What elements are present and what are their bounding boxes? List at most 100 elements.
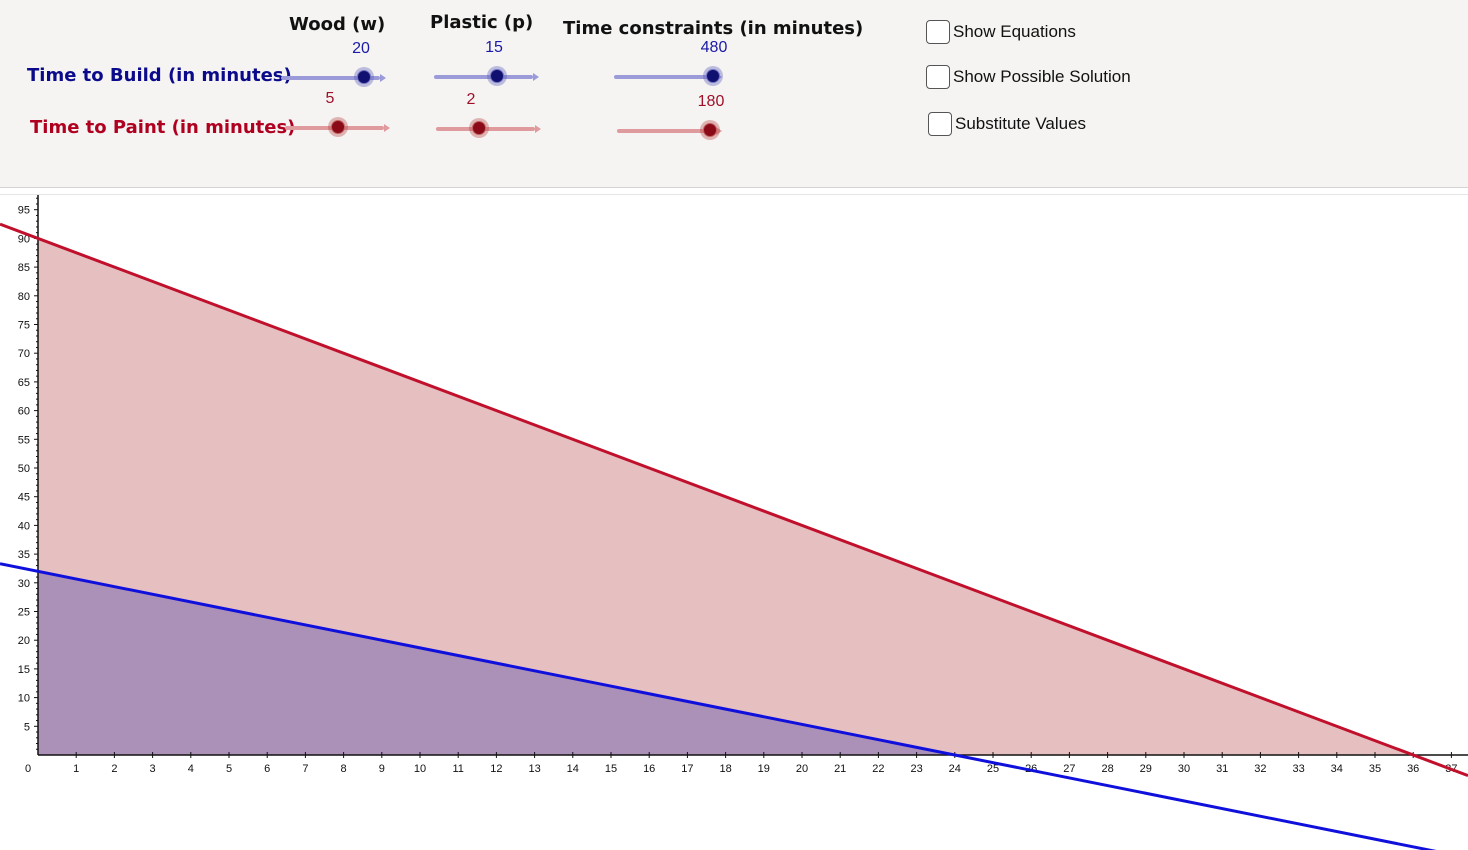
y-tick-label: 15 [18, 664, 30, 676]
x-tick-label: 11 [452, 763, 463, 775]
x-tick-label: 32 [1254, 763, 1266, 775]
paint-plastic-slider[interactable]: 2 [436, 91, 541, 139]
slider-arrow-icon [384, 124, 390, 132]
x-tick-label: 35 [1369, 763, 1381, 775]
y-tick-label: 60 [18, 406, 30, 418]
paint-plastic-value: 2 [466, 91, 476, 108]
x-tick-label: 2 [111, 763, 117, 775]
slider-knob[interactable] [703, 123, 717, 137]
slider-track[interactable] [617, 129, 716, 133]
slider-arrow-icon [380, 74, 386, 82]
build-constraint-line[interactable] [0, 562, 1468, 850]
x-tick-label: 30 [1178, 763, 1190, 775]
y-tick-label: 75 [18, 320, 30, 332]
y-tick-label: 55 [18, 434, 30, 446]
slider-arrow-icon [716, 127, 722, 135]
build-constraint-value: 480 [700, 39, 728, 56]
y-tick-label: 70 [18, 348, 30, 360]
build-wood-value: 20 [352, 40, 370, 57]
x-tick-label: 21 [834, 763, 846, 775]
x-tick-label: 23 [910, 763, 922, 775]
x-tick-label: 33 [1292, 763, 1304, 775]
header-plastic: Plastic (p) [430, 12, 534, 33]
show-equations-checkbox[interactable]: Show Equations [926, 20, 1076, 44]
x-tick-label: 6 [264, 763, 270, 775]
header-time-constraints: Time constraints (in minutes) [563, 18, 864, 39]
y-tick-label: 25 [18, 607, 30, 619]
y-tick-label: 85 [18, 262, 30, 274]
panel-divider [0, 188, 1468, 195]
substitute-values-checkbox[interactable]: Substitute Values [928, 112, 1086, 136]
y-tick-label: 40 [18, 520, 30, 532]
x-tick-label: 9 [379, 763, 385, 775]
y-tick-label: 65 [18, 377, 30, 389]
slider-knob[interactable] [357, 70, 371, 84]
x-tick-label: 25 [987, 763, 999, 775]
build-plastic-slider[interactable]: 15 [434, 39, 539, 87]
y-tick-label: 35 [18, 549, 30, 561]
x-tick-label: 20 [796, 763, 808, 775]
x-tick-label: 8 [341, 763, 347, 775]
x-tick-label: 27 [1063, 763, 1075, 775]
x-tick-label: 34 [1331, 763, 1343, 775]
slider-knob[interactable] [706, 69, 720, 83]
y-tick-label: 45 [18, 492, 30, 504]
show-possible-solution-label[interactable]: Show Possible Solution [953, 67, 1131, 86]
x-tick-label: 10 [414, 763, 426, 775]
y-tick-label: 20 [18, 635, 30, 647]
x-tick-label: 24 [949, 763, 961, 775]
x-tick-label: 1 [73, 763, 79, 775]
x-tick-label: 13 [528, 763, 540, 775]
show-possible-solution-checkbox[interactable]: Show Possible Solution [926, 65, 1131, 89]
label-time-to-build: Time to Build (in minutes) [27, 65, 292, 86]
show-equations-label[interactable]: Show Equations [953, 22, 1076, 41]
slider-knob[interactable] [472, 121, 486, 135]
y-tick-label: 5 [24, 721, 30, 733]
slider-arrow-icon [535, 125, 541, 133]
slider-knob[interactable] [331, 120, 345, 134]
x-tick-label: 28 [1101, 763, 1113, 775]
y-tick-label: 95 [18, 205, 30, 217]
x-tick-label: 0 [25, 763, 31, 775]
y-tick-label: 30 [18, 578, 30, 590]
header-wood: Wood (w) [289, 14, 386, 35]
graphics-view[interactable]: 0 1 2 3 4 5 6 7 8 9 10 11 12 13 14 15 16 17 18 19 20 21 22 23 24… [0, 195, 1468, 850]
build-wood-slider[interactable]: 20 [281, 40, 386, 88]
x-tick-label: 18 [719, 763, 731, 775]
x-tick-label: 36 [1407, 763, 1419, 775]
x-tick-label: 4 [188, 763, 194, 775]
x-tick-label: 31 [1216, 763, 1228, 775]
tick-labels: 0 1 2 3 4 5 6 7 8 9 10 11 12 13 14 15 16 17 18 19 20 21 22 23 24… [18, 205, 1458, 775]
slider-track[interactable] [614, 75, 716, 79]
paint-constraint-line[interactable] [0, 222, 1468, 777]
checkbox-box[interactable] [926, 20, 950, 44]
slider-track[interactable] [281, 76, 380, 80]
substitute-values-label[interactable]: Substitute Values [955, 114, 1087, 133]
x-tick-label: 16 [643, 763, 655, 775]
x-tick-label: 17 [681, 763, 693, 775]
checkbox-box[interactable] [926, 65, 950, 89]
slider-track[interactable] [434, 75, 533, 79]
checkbox-box[interactable] [928, 112, 952, 136]
paint-constraint-slider[interactable]: 180 [617, 93, 724, 141]
control-panel: Wood (w) Plastic (p) Time constraints (i… [0, 0, 1468, 188]
slider-knob[interactable] [490, 69, 504, 83]
y-tick-label: 90 [18, 233, 30, 245]
slider-arrow-icon [533, 73, 539, 81]
x-tick-label: 19 [758, 763, 770, 775]
x-tick-label: 15 [605, 763, 617, 775]
x-tick-label: 7 [302, 763, 308, 775]
build-constraint-slider[interactable]: 480 [614, 39, 727, 87]
paint-wood-slider[interactable]: 5 [285, 90, 390, 138]
x-tick-label: 12 [490, 763, 502, 775]
x-tick-label: 5 [226, 763, 232, 775]
y-tick-label: 50 [18, 463, 30, 475]
x-tick-label: 29 [1140, 763, 1152, 775]
y-tick-label: 80 [18, 291, 30, 303]
x-tick-label: 22 [872, 763, 884, 775]
label-time-to-paint: Time to Paint (in minutes) [30, 117, 296, 138]
paint-constraint-value: 180 [697, 93, 725, 110]
paint-wood-value: 5 [325, 90, 335, 107]
y-tick-label: 10 [18, 693, 30, 705]
build-plastic-value: 15 [485, 39, 503, 56]
